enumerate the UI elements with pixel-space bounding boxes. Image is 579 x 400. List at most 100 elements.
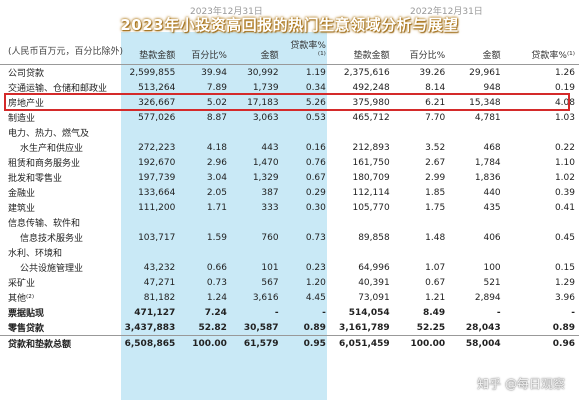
row-value (283, 215, 330, 230)
row-category: 水生产和供应业 (20, 144, 84, 154)
row-value: 1.29 (554, 277, 575, 288)
row-value: - (496, 307, 501, 318)
row-value: 1,470 (252, 157, 279, 168)
row-value: - (274, 307, 279, 318)
row-value (330, 125, 394, 140)
row-value: 0.73 (206, 277, 227, 288)
row-value: 1.48 (425, 232, 446, 243)
row-value: 8.87 (206, 112, 227, 123)
header-cell: 贷款率%⁽¹⁾ (504, 38, 579, 65)
watermark: 知乎 @每日观察 (477, 377, 565, 391)
table-row: 水生产和供应业 272,223 4.18 443 0.16 212,893 3.52 468 0… (0, 140, 579, 155)
row-value: 272,223 (138, 142, 176, 153)
row-value: 1.71 (206, 202, 227, 213)
row-value: 0.95 (282, 335, 330, 351)
row-value: 948 (483, 82, 501, 93)
row-value: 468 (483, 142, 501, 153)
table-row: 金融业 133,664 2.05 387 0.29 112,114 1.85 440 0.39 (0, 185, 579, 200)
row-value: 567 (261, 277, 279, 288)
row-value: 0.29 (305, 187, 326, 198)
faded-header: 2023年12月31日 2022年12月31日 (0, 0, 579, 40)
row-value: 7.89 (206, 82, 227, 93)
row-value: 100.00 (393, 335, 450, 351)
row-category: 租赁和商务服务业 (8, 159, 81, 169)
row-value: 8.49 (422, 307, 446, 318)
header-cell: 金额 (449, 38, 505, 65)
row-value: 101 (261, 262, 279, 273)
row-value: 17,183 (247, 97, 279, 108)
row-value: 440 (483, 187, 501, 198)
row-value: 387 (261, 187, 279, 198)
row-category: 公共设施管理业 (20, 264, 84, 274)
row-value (449, 245, 504, 260)
header-cell: 金额 (230, 38, 283, 65)
row-category: 房地产业 (8, 99, 45, 109)
row-value: 0.67 (425, 277, 446, 288)
row-value: 1.03 (554, 112, 575, 123)
row-value (505, 125, 579, 140)
row-value: 2,375,616 (343, 67, 390, 78)
row-value: 103,717 (138, 232, 176, 243)
row-value: 81,182 (143, 292, 176, 303)
row-value: 0.22 (554, 142, 575, 153)
row-value: 760 (261, 232, 279, 243)
table-row: 租赁和商务服务业 192,670 2.96 1,470 0.76 161,750 2.67 1… (0, 155, 579, 170)
row-value: 0.41 (554, 202, 575, 213)
row-category: 贷款和垫款总额 (0, 335, 121, 351)
row-value: 443 (261, 142, 279, 153)
row-value: 1.59 (206, 232, 227, 243)
row-value: 43,232 (143, 262, 176, 273)
row-value: 105,770 (352, 202, 390, 213)
row-value: - (571, 307, 575, 318)
table-row: 电力、热力、燃气及 (0, 125, 579, 140)
row-value: 58,004 (449, 335, 505, 351)
row-value: 30,992 (247, 67, 279, 78)
table-row: 采矿业 47,271 0.73 567 1.20 40,391 0.67 521 1.29 (0, 275, 579, 290)
row-category: 票据贴现 (8, 309, 45, 319)
table-row: 零售贷款 3,437,883 52.82 30,587 0.89 3,161,789 52.… (0, 320, 579, 336)
row-value: 73,091 (358, 292, 390, 303)
row-value: 0.15 (554, 262, 575, 273)
row-value: 0.39 (554, 187, 575, 198)
row-category: 交通运输、仓储和邮政业 (8, 84, 108, 94)
row-value: 514,054 (348, 307, 390, 318)
row-value: 1,784 (474, 157, 501, 168)
row-category: 批发和零售业 (8, 174, 63, 184)
row-value: 2,599,855 (129, 67, 176, 78)
row-value: 133,664 (138, 187, 176, 198)
header-cell: 百分比% (179, 38, 231, 65)
header-cell: 垫款金额 (120, 38, 180, 65)
row-value: 2.05 (206, 187, 227, 198)
row-value: 100 (483, 262, 501, 273)
row-category: 电力、热力、燃气及 (8, 129, 90, 139)
row-value: 1,329 (252, 172, 279, 183)
row-value: 161,750 (352, 157, 390, 168)
row-value (179, 245, 231, 260)
overlay-title: 2023年小投资高回报的热门生意领域分析与展望 (120, 16, 459, 34)
row-value: 39.94 (201, 67, 227, 78)
row-value: 180,709 (352, 172, 390, 183)
row-value: 29,961 (469, 67, 501, 78)
row-value: 3,616 (252, 292, 279, 303)
row-value: 192,670 (138, 157, 176, 168)
row-value: 0.16 (305, 142, 326, 153)
row-value: 100.00 (179, 335, 231, 351)
table-row: 公共设施管理业 43,232 0.66 101 0.23 64,996 1.07 100 0.1… (0, 260, 579, 275)
row-value: 7.24 (204, 307, 227, 318)
row-value: 521 (483, 277, 501, 288)
row-value: 3,437,883 (124, 322, 176, 333)
row-value: 1.07 (425, 262, 446, 273)
row-value: 3.52 (425, 142, 446, 153)
row-value: 5.02 (206, 97, 227, 108)
row-value: 3.04 (206, 172, 227, 183)
row-value: 7.70 (425, 112, 446, 123)
row-value: 197,739 (138, 172, 176, 183)
row-value: 2.99 (425, 172, 446, 183)
row-value: 577,026 (138, 112, 176, 123)
row-value: 4.45 (305, 292, 326, 303)
row-value: 0.45 (554, 232, 575, 243)
row-value: 89,858 (358, 232, 390, 243)
row-value: 1.19 (305, 67, 326, 78)
row-value: 1.26 (554, 67, 575, 78)
row-value (121, 245, 180, 260)
